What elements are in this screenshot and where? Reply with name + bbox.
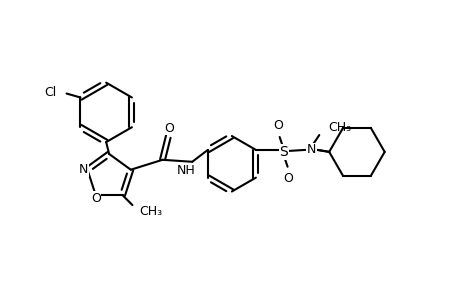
Text: N: N [306, 143, 315, 156]
Text: N: N [78, 163, 88, 176]
Text: S: S [279, 145, 287, 159]
Text: O: O [164, 122, 174, 135]
Text: CH₃: CH₃ [139, 205, 162, 218]
Text: CH₃: CH₃ [327, 121, 351, 134]
Text: Cl: Cl [44, 86, 56, 99]
Text: NH: NH [177, 164, 195, 177]
Text: O: O [283, 172, 293, 185]
Text: O: O [90, 192, 101, 205]
Text: O: O [273, 118, 283, 132]
